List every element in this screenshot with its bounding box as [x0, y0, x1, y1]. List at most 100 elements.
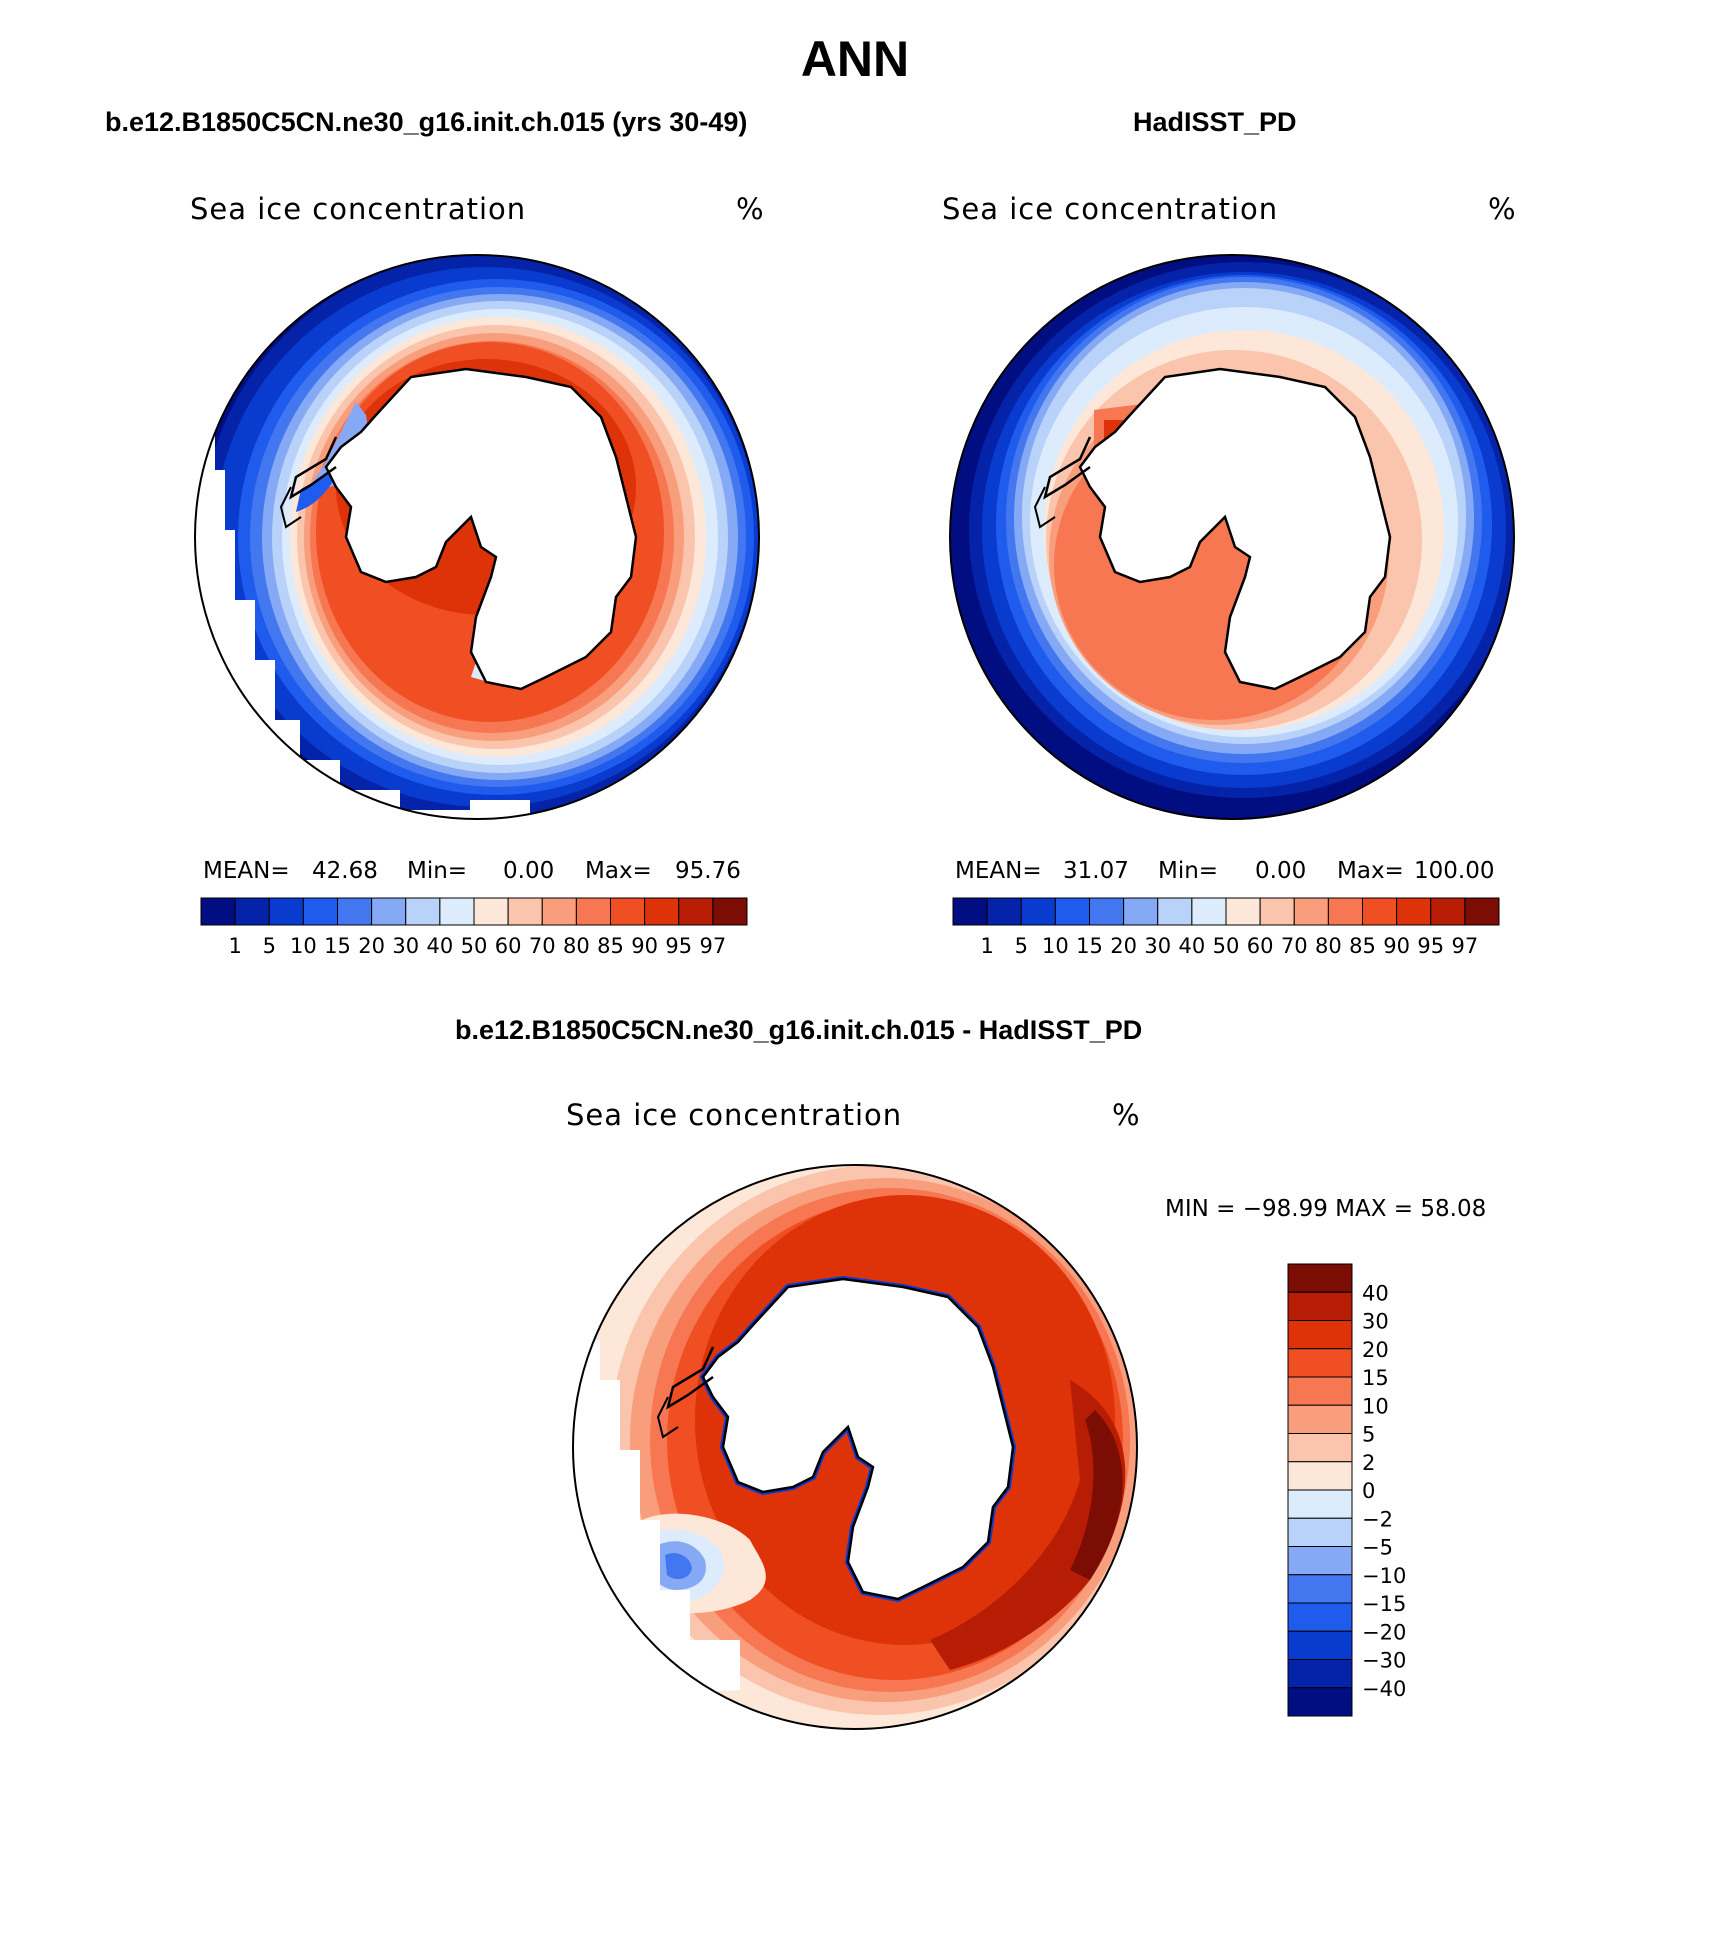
- colorbar-box: [1362, 897, 1398, 926]
- colorbar-box: [986, 897, 1022, 926]
- diff-units-label: %: [1112, 1098, 1141, 1132]
- colorbar-tick-label: −2: [1362, 1507, 1393, 1531]
- colorbar-box: [405, 897, 441, 926]
- diff-panel-title: b.e12.B1850C5CN.ne30_g16.init.ch.015 - H…: [455, 1015, 1143, 1045]
- colorbar-box: [1287, 1602, 1353, 1632]
- colorbar-box: [1287, 1404, 1353, 1434]
- colorbar-box: [1287, 1348, 1353, 1378]
- colorbar-box: [1123, 897, 1159, 926]
- colorbar-tick-label: 60: [1247, 934, 1274, 958]
- model-mean-label: MEAN=: [203, 858, 290, 884]
- obs-mean-value: 31.07: [1063, 858, 1129, 884]
- diff-map: [572, 1164, 1138, 1730]
- colorbar-box: [1327, 897, 1363, 926]
- colorbar-tick-label: 40: [1179, 934, 1206, 958]
- obs-colorbar: 1 5 10 15 20 30 40 50 60 70 80 85 90 95 97: [952, 897, 1500, 958]
- colorbar-box: [541, 897, 577, 926]
- colorbar-box: [507, 897, 543, 926]
- colorbar-box: [1259, 897, 1295, 926]
- colorbar-box: [371, 897, 407, 926]
- obs-min-label: Min=: [1158, 858, 1219, 884]
- colorbar-tick-label: 5: [263, 934, 276, 958]
- colorbar-tick-label: −10: [1362, 1564, 1406, 1588]
- obs-map: [949, 254, 1515, 820]
- colorbar-tick-label: 5: [1362, 1423, 1375, 1447]
- diff-field-label: Sea ice concentration: [566, 1098, 903, 1132]
- colorbar-tick-label: 5: [1015, 934, 1028, 958]
- colorbar-box: [1430, 897, 1466, 926]
- model-mean-value: 42.68: [312, 858, 378, 884]
- colorbar-tick-label: 30: [1362, 1310, 1389, 1334]
- colorbar-tick-label: 15: [1362, 1366, 1389, 1390]
- colorbar-box: [678, 897, 714, 926]
- colorbar-box: [1287, 1574, 1353, 1604]
- colorbar-tick-label: 2: [1362, 1451, 1375, 1475]
- colorbar-tick-label: 20: [1362, 1338, 1389, 1362]
- colorbar-box: [1287, 1630, 1353, 1660]
- colorbar-tick-label: 85: [597, 934, 624, 958]
- colorbar-tick-label: 50: [1213, 934, 1240, 958]
- colorbar-tick-label: −30: [1362, 1649, 1406, 1673]
- colorbar-box: [1287, 1517, 1353, 1547]
- colorbar-tick-label: −40: [1362, 1677, 1406, 1701]
- colorbar-box: [1287, 1461, 1353, 1491]
- model-max-label: Max=: [585, 858, 652, 884]
- model-map: [194, 254, 760, 820]
- obs-units-label: %: [1488, 192, 1517, 226]
- colorbar-box: [1191, 897, 1227, 926]
- colorbar-tick-label: 97: [1452, 934, 1479, 958]
- colorbar-tick-label: 10: [1362, 1394, 1389, 1418]
- colorbar-box: [1287, 1320, 1353, 1350]
- colorbar-box: [712, 897, 748, 926]
- colorbar-box: [610, 897, 646, 926]
- colorbar-tick-label: −5: [1362, 1536, 1393, 1560]
- colorbar-box: [1287, 1263, 1353, 1293]
- colorbar-box: [473, 897, 509, 926]
- colorbar-box: [302, 897, 338, 926]
- colorbar-box: [644, 897, 680, 926]
- colorbar-tick-label: 0: [1362, 1479, 1375, 1503]
- colorbar-tick-label: −15: [1362, 1592, 1406, 1616]
- colorbar-box: [234, 897, 270, 926]
- model-units-label: %: [736, 192, 765, 226]
- colorbar-tick-label: 40: [427, 934, 454, 958]
- colorbar-box: [1054, 897, 1090, 926]
- colorbar-box: [439, 897, 475, 926]
- colorbar-tick-label: 85: [1349, 934, 1376, 958]
- model-panel-title: b.e12.B1850C5CN.ne30_g16.init.ch.015 (yr…: [105, 107, 748, 137]
- model-max-value: 95.76: [675, 858, 741, 884]
- colorbar-tick-label: 80: [563, 934, 590, 958]
- colorbar-box: [952, 897, 988, 926]
- colorbar-box: [1287, 1489, 1353, 1519]
- obs-min-value: 0.00: [1255, 858, 1307, 884]
- obs-max-label: Max=: [1337, 858, 1404, 884]
- colorbar-box: [1225, 897, 1261, 926]
- colorbar-box: [1287, 1376, 1353, 1406]
- colorbar-tick-label: −20: [1362, 1620, 1406, 1644]
- colorbar-box: [1396, 897, 1432, 926]
- colorbar-tick-label: 70: [1281, 934, 1308, 958]
- colorbar-tick-label: 10: [1042, 934, 1069, 958]
- obs-panel-title: HadISST_PD: [1133, 107, 1297, 137]
- colorbar-tick-label: 95: [1417, 934, 1444, 958]
- colorbar-tick-label: 90: [1383, 934, 1410, 958]
- colorbar-tick-label: 80: [1315, 934, 1342, 958]
- obs-max-value: 100.00: [1414, 858, 1495, 884]
- colorbar-tick-label: 15: [1076, 934, 1103, 958]
- colorbar-tick-label: 10: [290, 934, 317, 958]
- colorbar-box: [337, 897, 373, 926]
- colorbar-tick-label: 1: [228, 934, 241, 958]
- colorbar-box: [1464, 897, 1500, 926]
- colorbar-box: [268, 897, 304, 926]
- colorbar-tick-label: 30: [1144, 934, 1171, 958]
- figure-title: ANN: [800, 31, 910, 87]
- colorbar-tick-label: 20: [1110, 934, 1137, 958]
- colorbar-tick-label: 1: [980, 934, 993, 958]
- colorbar-box: [200, 897, 236, 926]
- colorbar-tick-label: 60: [495, 934, 522, 958]
- colorbar-tick-label: 90: [631, 934, 658, 958]
- colorbar-box: [1157, 897, 1193, 926]
- colorbar-tick-label: 95: [665, 934, 692, 958]
- obs-field-label: Sea ice concentration: [942, 192, 1279, 226]
